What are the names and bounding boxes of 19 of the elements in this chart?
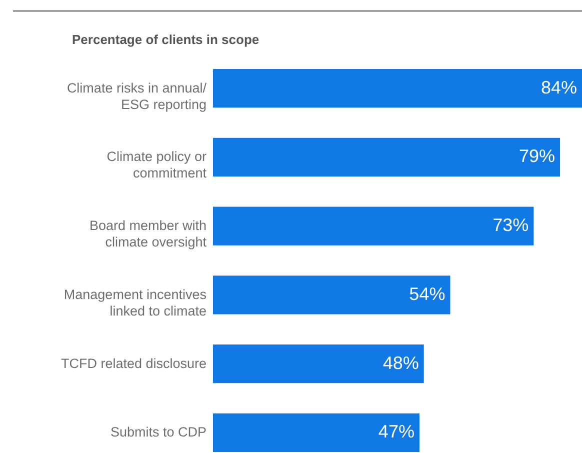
bar xyxy=(213,276,450,314)
y-tick-label: TCFD related disclosure xyxy=(60,356,206,371)
y-tick-label: Climate risks in annual/ ESG reporting xyxy=(66,80,207,112)
data-label: 47% xyxy=(378,422,414,442)
data-label: 79% xyxy=(519,146,556,166)
y-tick-label: Climate policy or commitment xyxy=(106,149,208,181)
data-label: 48% xyxy=(382,352,419,373)
bar xyxy=(213,69,582,108)
bar xyxy=(213,413,420,452)
bar xyxy=(213,138,560,176)
data-label: 84% xyxy=(540,77,577,98)
chart-title: Percentage of clients in scope xyxy=(72,32,260,47)
data-label: 73% xyxy=(492,215,529,236)
y-tick-label: Submits to CDP xyxy=(110,424,206,440)
y-tick-label: Board member with climate oversight xyxy=(89,218,207,250)
bar xyxy=(213,344,424,384)
data-label: 54% xyxy=(409,284,446,304)
y-tick-label: Management incentives linked to climate xyxy=(64,286,207,318)
bar xyxy=(213,206,534,246)
